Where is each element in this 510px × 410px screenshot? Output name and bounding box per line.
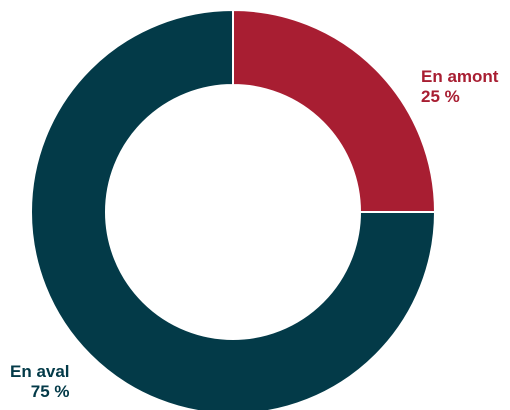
slice-label-en-aval-value: 75 %: [30, 382, 70, 401]
slice-label-en-aval: En aval 75 %: [10, 362, 70, 402]
slice-label-en-aval-name: En aval: [10, 362, 70, 381]
donut-slice-en-amont: [232, 8, 437, 213]
slice-label-en-amont-value: 25 %: [421, 87, 460, 106]
slice-label-en-amont-name: En amont: [421, 67, 499, 86]
slice-label-en-amont: En amont 25 %: [421, 67, 498, 107]
donut-slice-en-aval: [30, 8, 437, 410]
